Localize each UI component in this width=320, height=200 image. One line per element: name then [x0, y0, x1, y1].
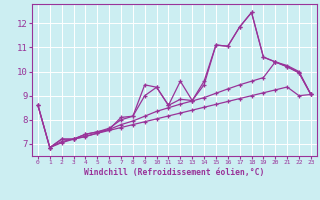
X-axis label: Windchill (Refroidissement éolien,°C): Windchill (Refroidissement éolien,°C) [84, 168, 265, 177]
